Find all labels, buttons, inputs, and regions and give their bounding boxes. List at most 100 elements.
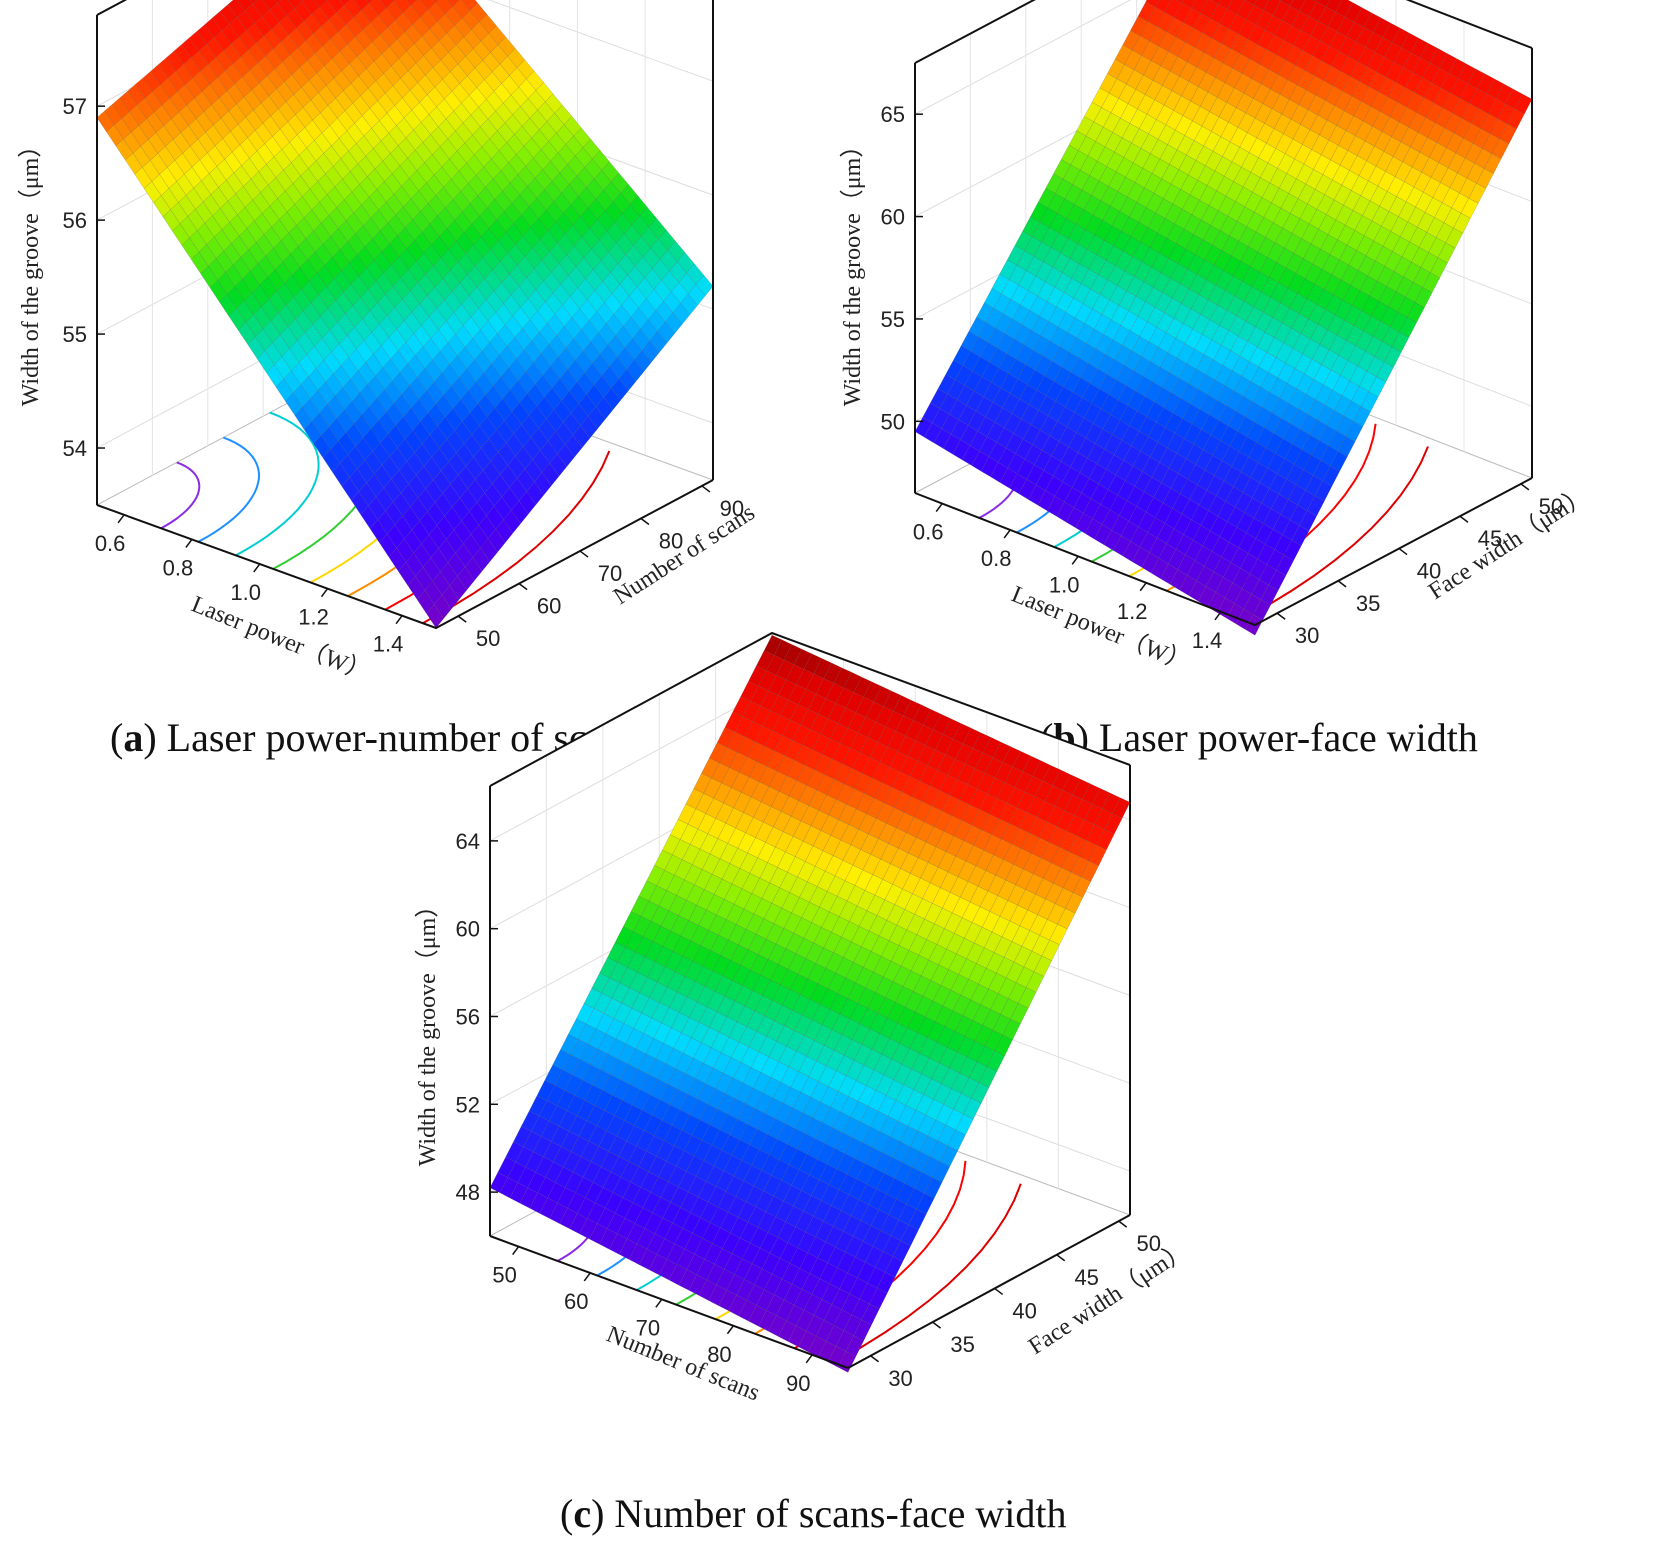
contour-line (160, 461, 201, 530)
surface-cell (339, 0, 351, 6)
surface-cell (1014, 230, 1033, 252)
surface-cell (392, 0, 396, 2)
z-tick-label: 56 (63, 208, 87, 233)
surface-plot-c: 48 52 56 60 64 50 60 70 80 90 30 35 40 45 50 Number of … (415, 631, 1194, 1406)
surface-cell (591, 972, 610, 994)
z-tick-label: 56 (456, 1004, 480, 1029)
x-axis-ticks: 0.6 0.8 1.0 1.2 1.4 (95, 514, 403, 657)
caption-b: (b) Laser power-face width (1040, 715, 1478, 760)
surface-cell (513, 1125, 532, 1148)
x-axis-ticks: 50 60 70 80 90 (492, 1246, 813, 1396)
y-tick-label: 80 (659, 528, 683, 553)
z-tick-label: 55 (63, 322, 87, 347)
response-surface (914, 0, 1533, 636)
z-tick-label: 57 (63, 94, 87, 119)
x-tick-label: 0.6 (95, 531, 126, 556)
y-tick-label: 50 (1136, 1231, 1160, 1256)
contour-line (833, 1183, 1022, 1364)
y-axis-label: Number of scans (609, 500, 760, 610)
y-tick-mark (994, 1287, 1004, 1296)
x-axis-ticks: 0.6 0.8 1.0 1.2 1.4 (913, 503, 1223, 653)
surface-cell (274, 0, 282, 4)
surface-cell (528, 1095, 548, 1117)
z-axis-ticks: 50 55 60 65 (881, 102, 923, 434)
surface-cell (560, 1033, 579, 1055)
z-tick-label: 52 (456, 1092, 480, 1117)
contour-line (235, 411, 320, 557)
floor-edge (489, 1214, 1131, 1370)
x-tick-mark (655, 1298, 663, 1308)
y-tick-mark (1118, 1220, 1128, 1228)
y-axis-label: Face width（μm） (1424, 482, 1594, 605)
y-tick-mark (457, 615, 467, 623)
y-tick-mark (1459, 515, 1469, 523)
top-edge (489, 631, 1131, 787)
axis-box (96, 0, 714, 630)
y-tick-label: 70 (598, 561, 622, 586)
surface-cell (937, 373, 956, 395)
surface-cell (914, 416, 933, 438)
y-tick-mark (518, 582, 528, 591)
y-tick-label: 40 (1417, 559, 1441, 584)
surface-cell (447, 0, 460, 7)
floor-edge (914, 477, 1533, 627)
z-tick-label: 64 (456, 829, 480, 854)
x-tick-label: 1.2 (1117, 599, 1148, 624)
y-tick-label: 60 (537, 594, 561, 619)
x-tick-label: 80 (707, 1342, 731, 1367)
x-axis-label: Number of scans (603, 1321, 764, 1406)
z-tick-label: 48 (456, 1180, 480, 1205)
surface-cell (406, 0, 417, 6)
x-tick-mark (395, 615, 403, 625)
surface-cell (365, 0, 373, 4)
surface-cell (249, 0, 258, 5)
x-tick-mark (1071, 555, 1079, 565)
y-tick-label: 90 (720, 496, 744, 521)
surface-cell (567, 1018, 587, 1040)
surface-cell (1037, 187, 1056, 209)
caption-c-text: Number of scans-face width (614, 1491, 1067, 1536)
top-edge (914, 0, 1533, 64)
surface-cell (181, 37, 200, 59)
surface-cell (188, 30, 207, 52)
surface-plot-b: 50 55 60 65 0.6 0.8 1.0 1.2 1.4 30 35 40 45 50 Laser p… (840, 0, 1594, 677)
y-axis-ticks: 30 35 40 45 50 (1276, 483, 1563, 648)
caption-b-text: Laser power-face width (1098, 715, 1478, 760)
surface-plot-a: 54 55 56 57 0.6 0.8 1.0 1.2 1.4 50 60 70 80 90 Laser p… (18, 0, 760, 687)
surface-cell (930, 388, 948, 409)
z-tick-label: 60 (881, 205, 905, 230)
y-axis-ticks: 30 35 40 45 50 (870, 1220, 1161, 1391)
y-tick-mark (1520, 483, 1530, 491)
surface-cell (196, 24, 215, 45)
floor-edge (96, 479, 714, 630)
y-tick-label: 35 (1356, 591, 1380, 616)
surface-cell (552, 1049, 571, 1071)
x-axis-label: Laser power（W） (188, 591, 374, 686)
x-tick-label: 1.0 (230, 580, 261, 605)
z-axis-label: Width of the groove（μm） (840, 134, 866, 407)
y-tick-label: 30 (888, 1366, 912, 1391)
surface-cell (685, 788, 704, 810)
y-tick-label: 35 (950, 1332, 974, 1357)
x-tick-label: 70 (636, 1315, 660, 1340)
contour-line (422, 450, 611, 625)
x-tick-label: 1.4 (1192, 628, 1223, 653)
y-tick-label: 30 (1295, 623, 1319, 648)
surface-cell (1175, 0, 1184, 4)
z-tick-label: 50 (881, 409, 905, 434)
axis-box (489, 631, 1131, 1370)
y-tick-mark (579, 550, 589, 558)
surface-cell (433, 0, 439, 3)
x-tick-label: 1.2 (298, 605, 329, 630)
caption-a-letter: a (123, 715, 144, 760)
surface-cell (661, 834, 681, 856)
x-tick-mark (1139, 582, 1147, 592)
x-tick-mark (253, 563, 261, 573)
y-axis-ticks: 50 60 70 80 90 (457, 485, 744, 651)
x-tick-label: 90 (786, 1371, 810, 1396)
x-tick-mark (726, 1325, 735, 1335)
surface-cell (1312, 0, 1318, 3)
contour-line (197, 436, 261, 543)
x-tick-mark (805, 1354, 813, 1364)
y-tick-label: 45 (1074, 1265, 1098, 1290)
